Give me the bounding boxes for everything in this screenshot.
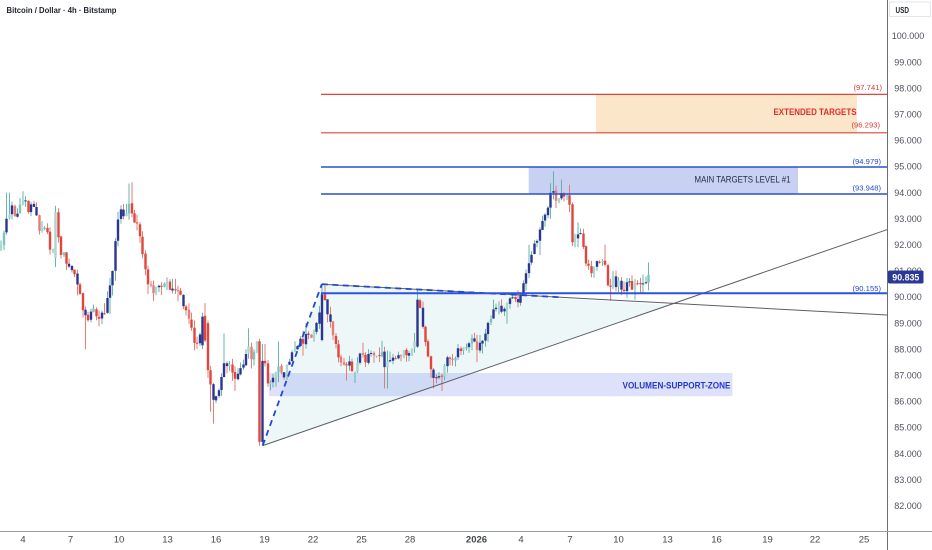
- svg-text:82.000: 82.000: [894, 501, 922, 511]
- svg-text:MAIN TARGETS LEVEL #1: MAIN TARGETS LEVEL #1: [695, 174, 791, 184]
- svg-text:USD: USD: [896, 5, 910, 15]
- svg-text:7: 7: [567, 535, 572, 546]
- svg-text:96.000: 96.000: [894, 136, 922, 146]
- svg-text:98.000: 98.000: [894, 83, 922, 93]
- svg-text:2026: 2026: [466, 535, 487, 546]
- svg-text:86.000: 86.000: [894, 397, 922, 407]
- svg-text:95.000: 95.000: [894, 162, 922, 172]
- svg-text:Bitcoin / Dollar · 4h · Bitsta: Bitcoin / Dollar · 4h · Bitstamp: [7, 5, 117, 15]
- svg-text:13: 13: [662, 535, 673, 546]
- svg-text:13: 13: [162, 535, 173, 546]
- svg-text:84.000: 84.000: [894, 449, 922, 459]
- svg-text:97.000: 97.000: [894, 110, 922, 120]
- svg-text:88.000: 88.000: [894, 344, 922, 354]
- svg-text:100.000: 100.000: [892, 31, 925, 41]
- svg-text:7: 7: [68, 535, 73, 546]
- svg-text:93.000: 93.000: [894, 214, 922, 224]
- svg-text:83.000: 83.000: [894, 475, 922, 485]
- svg-text:19: 19: [762, 535, 773, 546]
- svg-text:(96.293): (96.293): [852, 121, 881, 130]
- svg-text:25: 25: [859, 535, 870, 546]
- svg-text:4: 4: [20, 535, 25, 546]
- svg-text:92.000: 92.000: [894, 240, 922, 250]
- svg-text:85.000: 85.000: [894, 423, 922, 433]
- svg-text:4: 4: [518, 535, 523, 546]
- svg-text:99.000: 99.000: [894, 57, 922, 67]
- svg-text:(97.741): (97.741): [854, 83, 883, 92]
- svg-text:22: 22: [308, 535, 319, 546]
- svg-text:(93.948): (93.948): [853, 184, 882, 193]
- svg-text:16: 16: [211, 535, 222, 546]
- svg-text:90.000: 90.000: [894, 292, 922, 302]
- svg-text:16: 16: [711, 535, 722, 546]
- svg-text:EXTENDED TARGETS: EXTENDED TARGETS: [774, 107, 857, 117]
- svg-text:VOLUMEN-SUPPORT-ZONE: VOLUMEN-SUPPORT-ZONE: [623, 381, 731, 392]
- svg-text:89.000: 89.000: [894, 318, 922, 328]
- svg-text:19: 19: [259, 535, 270, 546]
- svg-text:28: 28: [405, 535, 416, 546]
- svg-text:(94.979): (94.979): [853, 157, 882, 166]
- svg-text:25: 25: [356, 535, 367, 546]
- svg-text:(90.155): (90.155): [853, 284, 882, 293]
- svg-text:10: 10: [613, 535, 624, 546]
- svg-text:94.000: 94.000: [894, 188, 922, 198]
- svg-text:10: 10: [114, 535, 125, 546]
- svg-text:22: 22: [810, 535, 821, 546]
- svg-text:87.000: 87.000: [894, 371, 922, 381]
- svg-text:90.835: 90.835: [892, 272, 920, 283]
